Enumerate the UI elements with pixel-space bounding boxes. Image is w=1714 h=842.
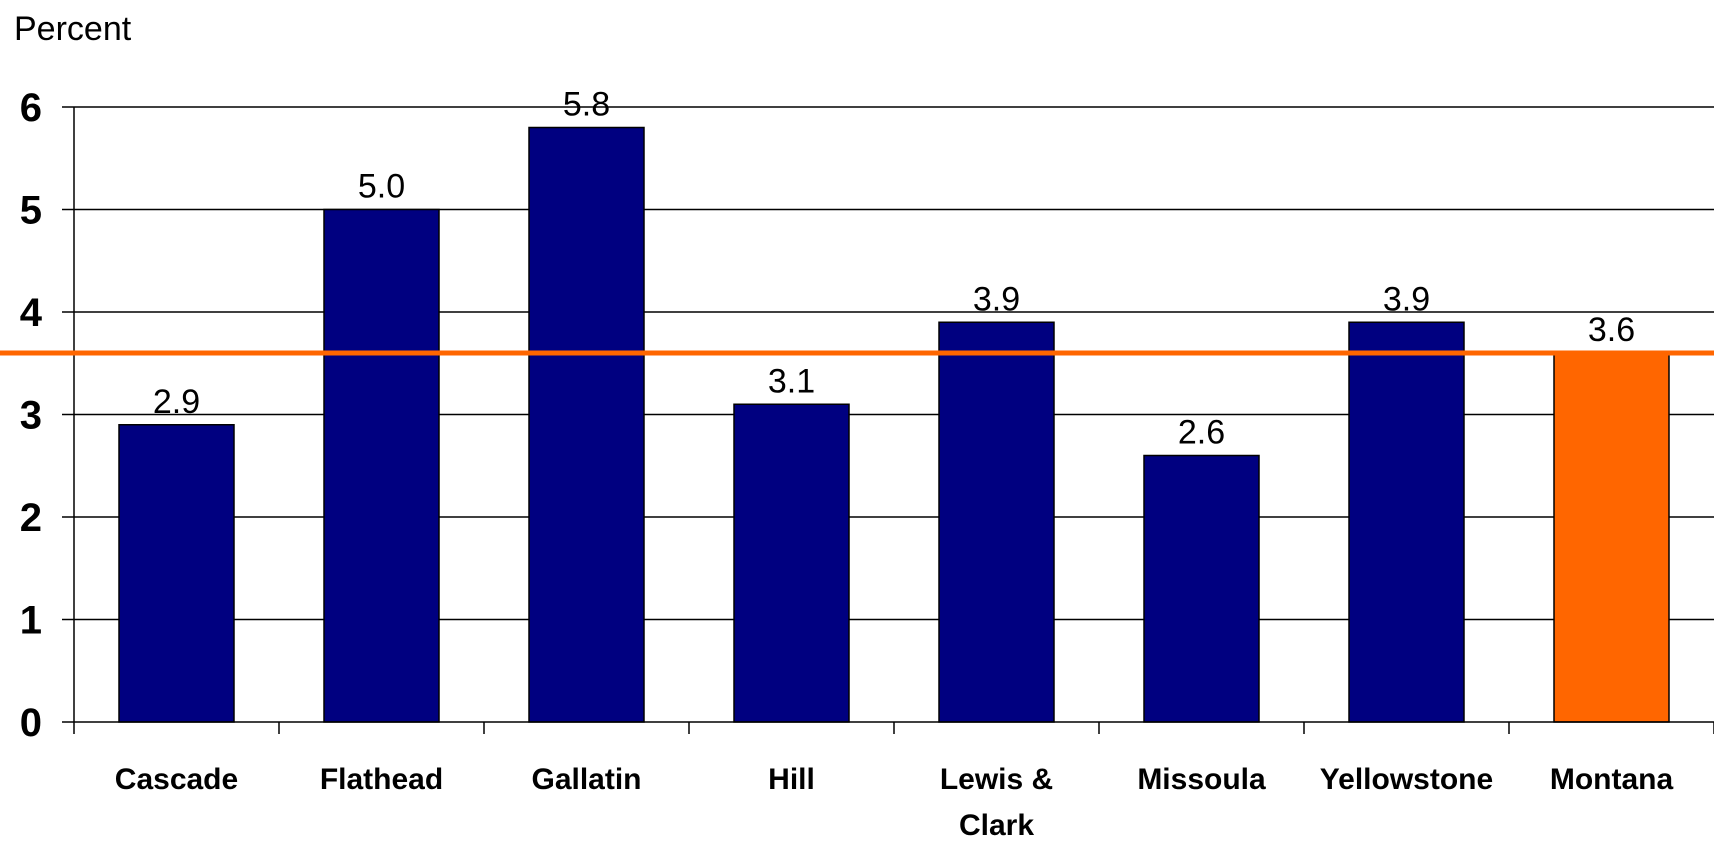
bar xyxy=(323,208,440,723)
bar xyxy=(1553,352,1670,723)
x-tick-label: Gallatin xyxy=(531,763,641,796)
x-tick-label: Yellowstone xyxy=(1320,763,1493,796)
y-tick-label: 4 xyxy=(20,291,43,335)
bar xyxy=(528,126,645,723)
data-label: 3.6 xyxy=(1588,311,1635,349)
x-tick-label: Cascade xyxy=(115,763,238,796)
x-tick-label: Hill xyxy=(768,763,815,796)
y-tick-label: 5 xyxy=(20,189,42,233)
data-label: 2.6 xyxy=(1178,414,1225,452)
bar xyxy=(118,424,235,723)
bar xyxy=(733,403,850,723)
x-tick-label: Missoula xyxy=(1137,763,1266,796)
y-tick-label: 6 xyxy=(20,86,42,130)
data-label: 3.1 xyxy=(768,362,815,400)
data-labels: 2.9 5.0 5.8 3.1 3.9 2.6 3.9 3.6 xyxy=(153,86,1635,452)
data-label: 3.9 xyxy=(973,280,1020,318)
y-tick-label: 2 xyxy=(20,496,42,540)
bar xyxy=(938,321,1055,723)
data-label: 5.0 xyxy=(358,168,405,206)
bars xyxy=(118,126,1670,723)
y-axis-label: Percent xyxy=(14,10,132,48)
data-label: 3.9 xyxy=(1383,280,1430,318)
bar xyxy=(1348,321,1465,723)
bar xyxy=(1143,454,1260,723)
gridlines xyxy=(74,106,1714,621)
data-label: 2.9 xyxy=(153,383,200,421)
y-tick-label: 0 xyxy=(20,701,42,745)
x-tick-label: Flathead xyxy=(320,763,443,796)
x-tick-label: Montana xyxy=(1550,763,1674,796)
data-label: 5.8 xyxy=(563,86,610,124)
y-tick-label: 3 xyxy=(20,394,42,438)
x-tick-label: Lewis & Clark xyxy=(940,763,1053,842)
y-tick-label: 1 xyxy=(20,599,42,643)
axes: 0 1 2 3 4 5 6 Cascade Flathead Gallatin Hill Lewis … xyxy=(20,86,1714,842)
